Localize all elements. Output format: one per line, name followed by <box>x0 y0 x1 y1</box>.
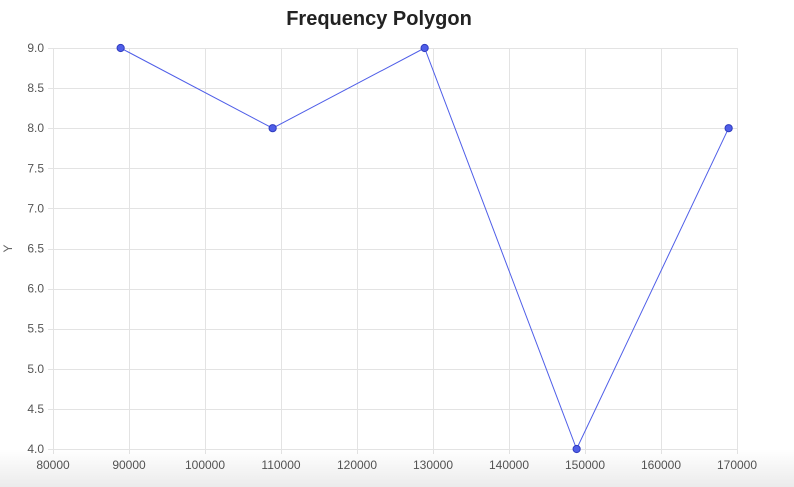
y-tick-label: 4.0 <box>27 442 44 456</box>
series-line <box>120 47 730 451</box>
y-tick-label: 6.0 <box>27 282 44 296</box>
x-tick-label: 130000 <box>413 458 453 472</box>
y-tick-label: 9.0 <box>27 41 44 55</box>
y-tick-label: 5.5 <box>27 322 44 336</box>
data-point <box>724 124 733 133</box>
x-tick-label: 80000 <box>36 458 70 472</box>
y-tick-label: 4.5 <box>27 402 44 416</box>
data-point <box>420 43 429 53</box>
y-tick-label: 5.0 <box>27 362 44 376</box>
y-tick-label: 8.0 <box>27 121 44 135</box>
x-tick-label: 140000 <box>489 458 529 472</box>
x-tick-label: 100000 <box>185 458 225 472</box>
data-point <box>572 444 581 454</box>
y-tick-label: 6.5 <box>27 242 44 256</box>
grid-layer <box>48 48 738 454</box>
data-point <box>268 124 277 133</box>
x-tick-label: 110000 <box>261 458 300 472</box>
series-layer <box>116 43 733 454</box>
x-tick-label: 160000 <box>641 458 681 472</box>
y-tick-label: 7.5 <box>27 161 44 175</box>
x-tick-label: 170000 <box>717 458 757 472</box>
x-tick-label: 90000 <box>112 458 146 472</box>
axis-layer: 80000 90000 100000 110000 120000 130000 140000… <box>27 41 757 472</box>
y-tick-label: 7.0 <box>27 201 44 215</box>
data-point <box>116 43 125 53</box>
chart-title: Frequency Polygon <box>286 8 472 30</box>
x-tick-label: 150000 <box>565 458 605 472</box>
y-tick-label: 8.5 <box>27 81 44 95</box>
y-axis-label: Y <box>1 244 15 252</box>
x-tick-label: 120000 <box>337 458 377 472</box>
